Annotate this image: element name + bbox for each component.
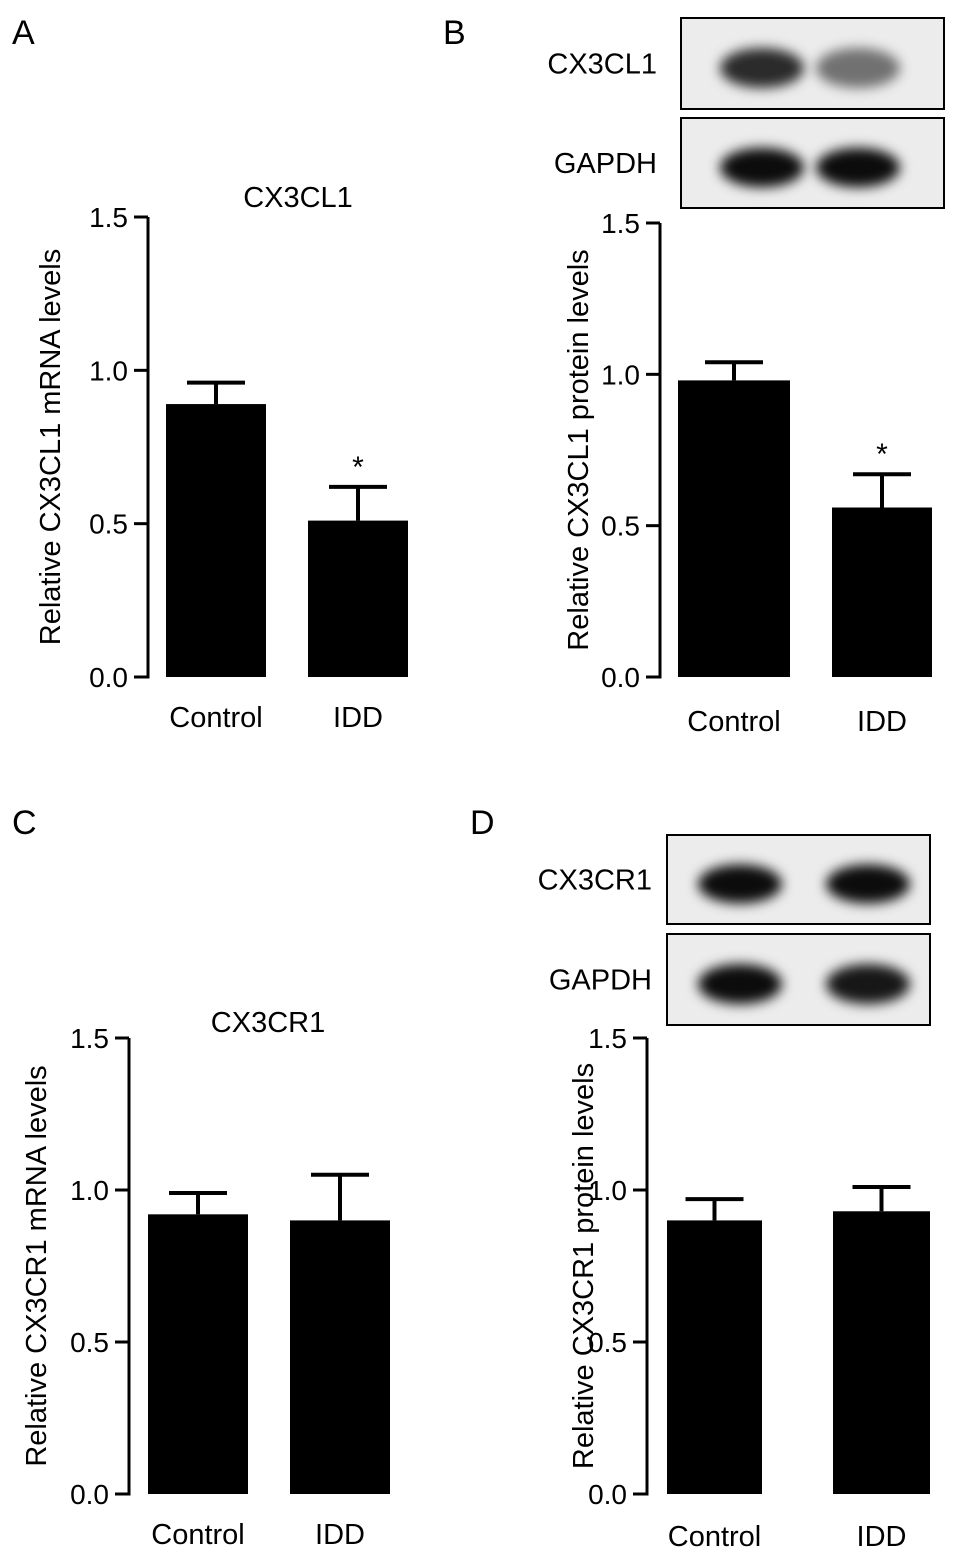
category-label: Control <box>668 1521 762 1553</box>
bar <box>833 1211 930 1494</box>
category-label: IDD <box>857 706 907 738</box>
y-tick-label: 0.5 <box>89 509 128 540</box>
blot-target: CX3CR1 <box>538 834 931 925</box>
y-tick-label: 1.5 <box>70 1023 109 1054</box>
bar <box>308 520 408 677</box>
y-axis-label: Relative CX3CL1 protein levels <box>563 249 595 650</box>
y-tick-label: 1.5 <box>588 1023 627 1054</box>
y-tick-label: 0.5 <box>588 1327 627 1358</box>
blot-band <box>698 864 782 904</box>
blot-band <box>816 48 900 89</box>
bar <box>678 380 790 677</box>
significance-marker: * <box>876 438 888 471</box>
y-axis-label: Relative CX3CL1 mRNA levels <box>35 249 67 645</box>
category-label: Control <box>687 706 781 738</box>
panel-letter: C <box>12 804 37 842</box>
blot-band <box>720 48 804 89</box>
panel-d: D 0.0 0.5 1.0 1.5 Relative CX3CR1 protein lev… <box>470 804 931 1553</box>
panel-letter: D <box>470 804 495 842</box>
y-tick-label: 0.0 <box>588 1479 627 1510</box>
bar <box>667 1220 762 1494</box>
y-tick-label: 1.0 <box>70 1175 109 1206</box>
panel-letter: A <box>12 14 35 52</box>
panel-letter: B <box>443 14 466 52</box>
y-tick-label: 1.5 <box>601 208 640 239</box>
y-tick-label: 0.0 <box>601 662 640 693</box>
blot-label: CX3CL1 <box>547 49 657 81</box>
blot-band <box>720 147 804 188</box>
y-tick-label: 1.5 <box>89 202 128 233</box>
blot-band <box>826 964 910 1005</box>
bar <box>290 1220 390 1494</box>
y-tick-label: 1.0 <box>601 359 640 390</box>
chart-title: CX3CR1 <box>211 1007 325 1039</box>
blot-band <box>816 147 900 188</box>
category-label: Control <box>151 1519 245 1551</box>
y-tick-label: 0.0 <box>70 1479 109 1510</box>
bar <box>832 507 932 677</box>
y-tick-label: 0.0 <box>89 662 128 693</box>
panel-c: C CX3CR1 0.0 0.5 1.0 1.5 Relative CX3CR1 mRNA … <box>12 804 390 1551</box>
panel-a: A CX3CL1 0.0 0.5 1.0 1.5 Relative CX3CL1 mRNA … <box>12 14 408 734</box>
y-tick-label: 1.0 <box>588 1175 627 1206</box>
blot-gapdh: GAPDH <box>554 117 945 209</box>
blot-label: CX3CR1 <box>538 865 652 897</box>
category-label: IDD <box>333 702 383 734</box>
blot-frame <box>680 117 945 209</box>
y-axis-label: Relative CX3CR1 mRNA levels <box>21 1065 53 1466</box>
blot-label: GAPDH <box>554 148 657 180</box>
blot-label: GAPDH <box>549 965 652 997</box>
y-tick-label: 1.0 <box>89 355 128 386</box>
bar <box>148 1214 248 1494</box>
y-axis-label: Relative CX3CR1 protein levels <box>568 1063 600 1469</box>
significance-marker: * <box>352 451 364 484</box>
blot-band <box>698 964 782 1005</box>
category-label: Control <box>169 702 263 734</box>
bar <box>166 404 266 677</box>
blot-target: CX3CL1 <box>547 17 945 110</box>
y-tick-label: 0.5 <box>601 511 640 542</box>
y-tick-label: 0.5 <box>70 1327 109 1358</box>
blot-frame <box>680 17 945 110</box>
blot-gapdh: GAPDH <box>549 933 931 1026</box>
blot-band <box>826 864 910 904</box>
category-label: IDD <box>857 1521 907 1553</box>
chart-title: CX3CL1 <box>243 182 353 214</box>
category-label: IDD <box>315 1519 365 1551</box>
